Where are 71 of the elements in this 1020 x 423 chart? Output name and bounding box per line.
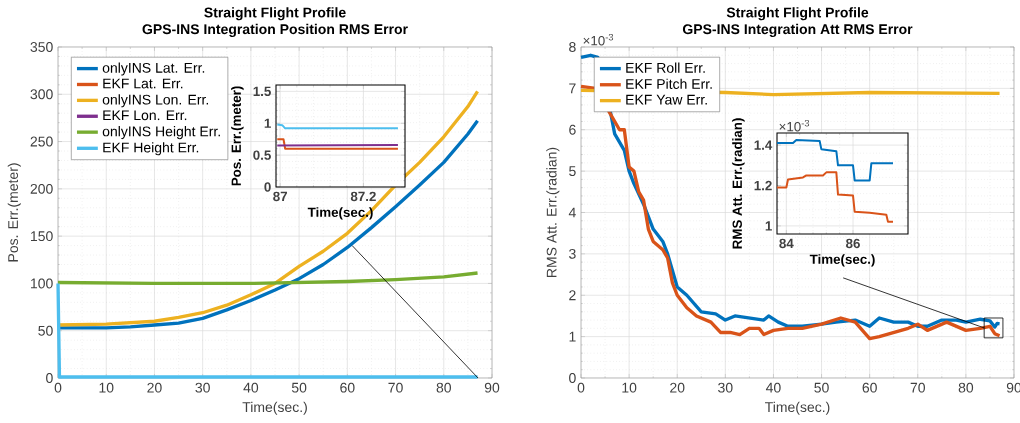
y-tick-label: 0: [569, 373, 576, 383]
legend-label: EKF Lon. Err.: [103, 110, 187, 121]
x-axis-title: Time(sec.): [765, 401, 830, 415]
y-tick-label: 50: [38, 325, 53, 336]
chart-subtitle: GPS-INS Integration Position RMS Error: [142, 23, 408, 37]
x-tick-label: 87: [273, 191, 288, 202]
y-tick-label: 6: [569, 124, 576, 135]
x-tick-label: 70: [388, 382, 403, 393]
y-tick-label: 5: [569, 166, 576, 177]
y-tick-label: 1.4: [754, 140, 773, 150]
line-series: [776, 139, 894, 182]
x-tick-label: 40: [765, 382, 781, 393]
x-tick-label: 20: [670, 382, 685, 393]
y-tick-label: 2: [569, 290, 576, 301]
legend-label: EKF Yaw Err.: [626, 94, 707, 105]
y-tick-label: 300: [30, 89, 53, 100]
y-axis-title: RMS Att. Err.(radian): [546, 147, 560, 277]
x-axis-title: Time(sec.): [242, 401, 307, 415]
annotation: ×10$^{-3}$: [779, 119, 810, 132]
y-tick-label: 0.5: [253, 150, 271, 160]
x-tick-label: 87.2: [350, 191, 376, 202]
x-tick-label: 80: [436, 382, 452, 393]
line-series: [776, 171, 894, 223]
y-tick-label: 1: [264, 118, 271, 128]
x-tick-label: 60: [862, 382, 877, 393]
x-tick-label: 50: [291, 382, 307, 393]
y-axis-title: Pos. Err.(meter): [231, 86, 244, 186]
chart-subtitle: GPS-INS Integration Att RMS Error: [682, 23, 913, 37]
x-tick-label: 30: [195, 382, 210, 393]
y-tick-label: 150: [31, 231, 53, 242]
x-tick-label: 20: [147, 382, 162, 393]
x-tick-label: 84: [779, 238, 794, 249]
y-tick-label: 8: [569, 42, 576, 52]
y-tick-label: 4: [568, 207, 576, 218]
x-tick-label: 0: [54, 382, 62, 393]
y-tick-label: 1: [569, 331, 576, 342]
y-tick-label: 0: [46, 373, 53, 383]
y-tick-label: 200: [30, 183, 53, 194]
x-tick-label: 70: [910, 382, 926, 393]
x-tick-label: 30: [718, 382, 733, 393]
y-tick-label: 250: [30, 136, 53, 147]
x-tick-label: 50: [814, 382, 829, 393]
legend-label: onlyINS Lon. Err.: [102, 94, 209, 108]
y-axis-title: RMS Att. Err.(radian): [732, 118, 745, 249]
y-tick-label: 100: [31, 278, 53, 289]
y-axis-title: Pos. Err.(meter): [7, 163, 21, 262]
x-tick-label: 10: [622, 382, 637, 393]
x-tick-label: 80: [958, 382, 974, 393]
x-tick-label: 60: [340, 382, 355, 393]
y-tick-label: 1.2: [754, 180, 772, 191]
chart-title: Straight Flight Profile: [204, 7, 346, 21]
y-tick-label: 1.5: [253, 86, 271, 97]
y-tick-label: 350: [30, 42, 53, 52]
legend-label: EKF Lat. Err.: [103, 78, 183, 89]
y-tick-label: 0: [264, 182, 271, 192]
y-tick-label: 3: [569, 248, 576, 259]
legend-label: onlyINS Height Err.: [102, 126, 220, 140]
x-axis-title: Time(sec.): [809, 254, 875, 267]
x-tick-label: 0: [577, 382, 585, 393]
y-tick-label: 7: [569, 83, 576, 94]
x-tick-label: 86: [846, 238, 860, 249]
legend-label: EKF Height Err.: [103, 142, 199, 156]
legend-label: EKF Roll Err.: [626, 62, 705, 73]
legend-label: EKF Pitch Err.: [626, 78, 712, 89]
chart-title: Straight Flight Profile: [726, 7, 869, 21]
x-tick-label: 40: [243, 382, 259, 393]
x-tick-label: 10: [99, 382, 114, 393]
legend-label: onlyINS Lat. Err.: [102, 62, 205, 76]
y-tick-label: 1: [765, 221, 772, 231]
x-tick-label: 90: [484, 382, 500, 393]
text: ×10$^{-3}$: [583, 33, 614, 46]
